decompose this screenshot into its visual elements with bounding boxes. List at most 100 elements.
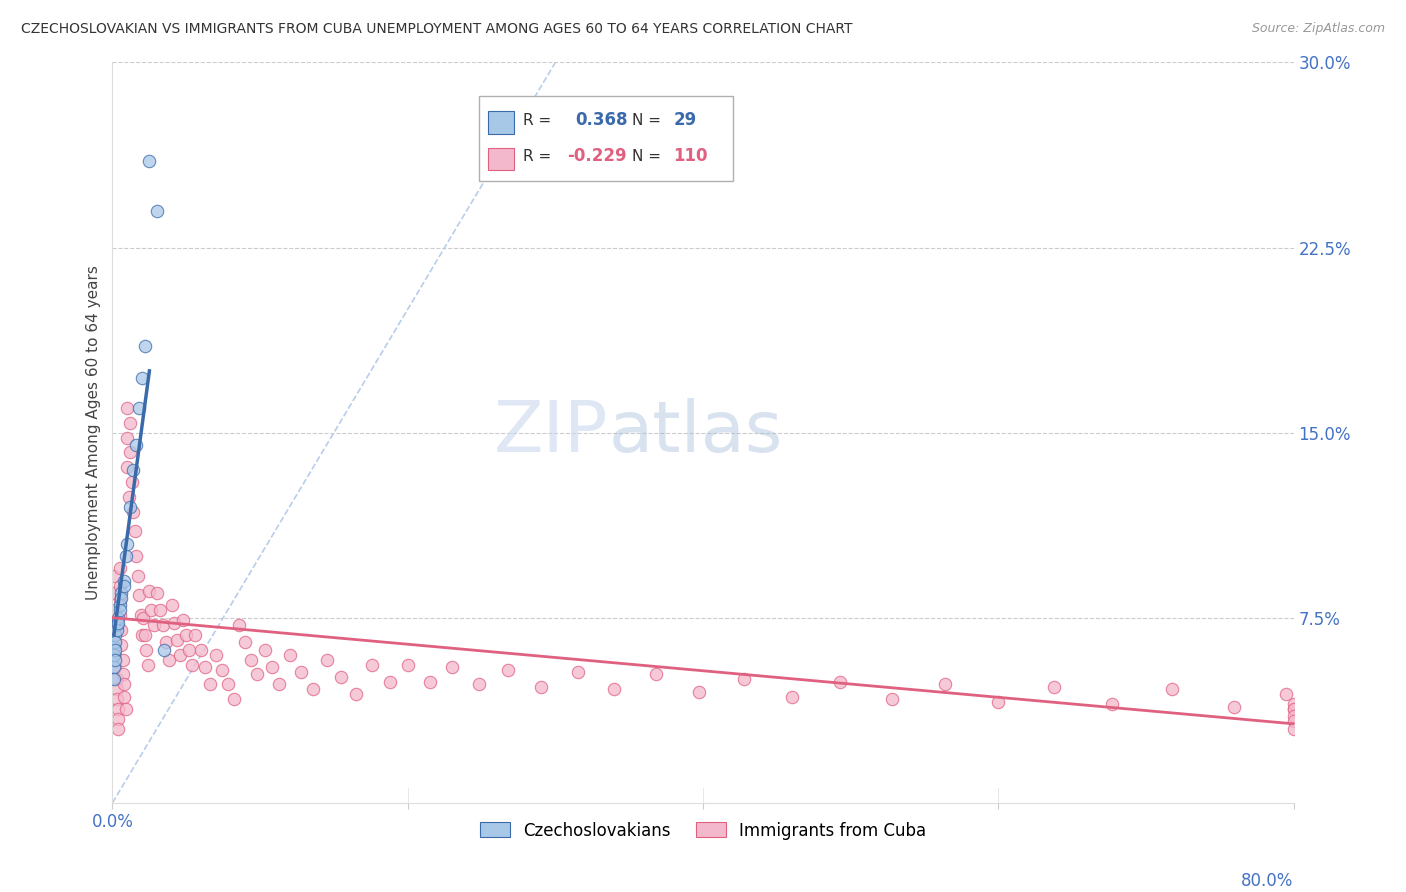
Point [1282, 709, 1305, 723]
Point [880, 692, 903, 706]
Point [122, 505, 145, 519]
Y-axis label: Unemployment Among Ages 60 to 64 years: Unemployment Among Ages 60 to 64 years [86, 265, 101, 600]
Text: 80.0%: 80.0% [1241, 871, 1294, 890]
Point [120, 416, 142, 430]
Point [163, 615, 186, 630]
Point [104, 653, 127, 667]
Point [1282, 722, 1305, 736]
Point [1101, 697, 1123, 711]
Point [222, 692, 245, 706]
Point [344, 687, 367, 701]
Point [228, 618, 250, 632]
Point [105, 692, 128, 706]
Point [361, 657, 384, 672]
Point [103, 673, 125, 687]
Point [128, 401, 150, 415]
Point [120, 500, 142, 514]
Point [157, 653, 180, 667]
Point [104, 642, 127, 657]
Point [567, 665, 589, 679]
Text: 29: 29 [673, 112, 697, 129]
Text: N =: N = [633, 112, 661, 128]
Point [108, 561, 131, 575]
Text: R =: R = [523, 112, 551, 128]
Point [112, 574, 135, 588]
Point [112, 690, 135, 704]
Point [169, 648, 191, 662]
Point [103, 603, 125, 617]
Point [111, 667, 134, 681]
Point [149, 603, 172, 617]
Point [117, 460, 138, 475]
Point [107, 610, 129, 624]
Point [103, 640, 125, 655]
Point [105, 618, 128, 632]
Point [122, 462, 145, 476]
Point [174, 628, 197, 642]
Point [105, 623, 128, 637]
Point [166, 632, 188, 647]
Point [110, 638, 132, 652]
Point [302, 682, 325, 697]
Point [117, 401, 138, 415]
Point [1282, 697, 1305, 711]
Point [419, 674, 441, 689]
Point [269, 677, 291, 691]
Point [1223, 699, 1246, 714]
Point [107, 615, 129, 630]
Point [104, 660, 127, 674]
Point [146, 586, 169, 600]
Point [110, 623, 132, 637]
Point [240, 653, 263, 667]
Point [132, 610, 155, 624]
Point [108, 579, 131, 593]
Point [211, 663, 233, 677]
Point [104, 635, 127, 649]
Point [135, 642, 157, 657]
Point [129, 608, 152, 623]
Point [378, 674, 401, 689]
Text: 110: 110 [673, 147, 709, 165]
Point [108, 603, 131, 617]
Text: N =: N = [633, 149, 661, 164]
Point [105, 682, 128, 697]
Point [131, 371, 153, 385]
Point [125, 438, 148, 452]
Point [688, 685, 710, 699]
Point [103, 586, 125, 600]
Point [111, 653, 134, 667]
Point [1282, 714, 1305, 729]
Point [114, 702, 136, 716]
Point [104, 635, 127, 649]
Point [108, 599, 131, 613]
Point [529, 680, 551, 694]
Point [396, 657, 419, 672]
Point [121, 475, 143, 489]
Point [146, 203, 169, 218]
Point [118, 490, 141, 504]
Point [103, 623, 125, 637]
Text: CZECHOSLOVAKIAN VS IMMIGRANTS FROM CUBA UNEMPLOYMENT AMONG AGES 60 TO 64 YEARS C: CZECHOSLOVAKIAN VS IMMIGRANTS FROM CUBA … [21, 22, 852, 37]
Point [172, 613, 194, 627]
Point [107, 702, 129, 716]
Point [217, 677, 239, 691]
Point [496, 663, 519, 677]
Point [290, 665, 312, 679]
Point [110, 591, 132, 605]
Point [138, 154, 160, 169]
Point [105, 673, 128, 687]
Point [780, 690, 803, 704]
Point [103, 568, 125, 582]
Point [1161, 682, 1184, 697]
Point [136, 657, 159, 672]
Legend: Czechoslovakians, Immigrants from Cuba: Czechoslovakians, Immigrants from Cuba [474, 815, 932, 847]
Point [278, 648, 301, 662]
Point [233, 635, 256, 649]
Point [155, 635, 177, 649]
Point [330, 670, 353, 684]
Point [124, 524, 146, 539]
Point [181, 657, 204, 672]
Point [107, 712, 129, 726]
Point [644, 667, 666, 681]
Point [194, 660, 217, 674]
